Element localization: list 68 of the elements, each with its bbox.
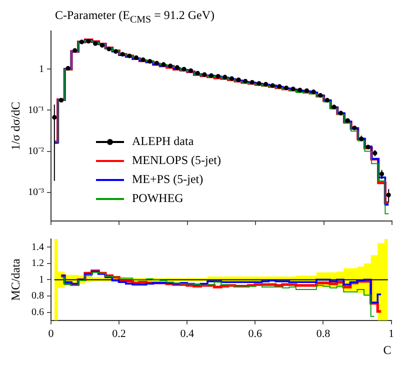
x-axis-title: C [383,342,392,357]
point [304,88,310,93]
point [120,52,125,57]
point [216,74,220,79]
point [79,40,84,44]
x-tick-label: 0.4 [180,328,194,340]
point [188,68,194,73]
point [161,62,166,67]
point [86,38,91,44]
point [154,60,160,66]
point [106,46,112,52]
point [256,81,262,86]
y-tick-label: 1 [39,64,44,75]
point [277,84,282,89]
x-tick-label: 0.6 [248,328,263,340]
legend-label: ALEPH data [132,134,194,149]
point [332,104,336,110]
point [345,118,350,123]
x-tick-label: 0.8 [316,328,331,340]
y-axis-title: MC/data [8,258,22,301]
point [298,88,302,92]
legend-label: ME+PS (5-jet) [132,172,204,187]
point [100,43,104,48]
point [174,65,180,70]
point [290,86,296,92]
y-tick-label: 1.2 [32,258,44,270]
point [127,54,132,58]
point [284,86,289,90]
point [66,66,70,71]
y-axis-title: 1/σ dσ/dC [8,102,22,150]
x-tick-label: 0.2 [112,328,126,340]
point [352,126,357,130]
point [324,98,330,103]
point [195,70,200,76]
point [168,64,173,68]
point [140,57,146,62]
point [202,72,207,77]
point [134,55,139,60]
point [229,76,234,81]
point [366,144,370,150]
point [113,49,118,54]
point [270,83,275,88]
x-tick-label: 0 [48,328,54,340]
point [243,78,248,84]
point [338,110,344,116]
y-tick-label: 1.4 [32,242,44,253]
legend-label: MENLOPS (5-jet) [132,153,221,168]
point [318,93,323,98]
point [250,80,254,85]
point [58,98,64,103]
point [93,41,98,46]
y-tick-label: 10⁻¹ [28,104,44,116]
point [148,59,152,64]
point [222,74,228,80]
y-tick-label: 0.8 [32,290,44,302]
y-tick-label: 10⁻³ [28,186,44,198]
chart-title: C-Parameter (E$_{CMS}$ = 91.2 GeV) [54,8,216,26]
point [72,48,78,53]
y-tick-label: 1 [39,274,44,286]
point [236,78,241,82]
y-tick-label: 10⁻² [28,146,44,157]
y-tick-label: 0.6 [32,306,44,318]
point [311,90,316,94]
legend-label: POWHEG [132,191,184,206]
x-tick-label: 1 [388,328,394,340]
point [182,66,186,72]
point [208,73,214,78]
point [264,82,268,86]
